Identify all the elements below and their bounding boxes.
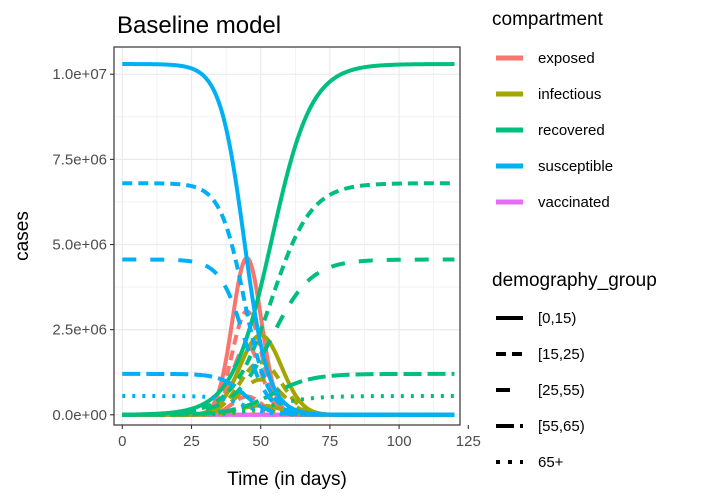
- legend-label-linetype: [55,65): [538, 418, 585, 435]
- y-axis: 0.0e+00 2.5e+06 5.0e+06 7.5e+06 1.0e+07: [52, 66, 114, 424]
- legend-label-linetype: [0,15): [538, 310, 576, 327]
- legend-label-linetype: [25,55): [538, 382, 585, 399]
- y-tick-label: 5.0e+06: [52, 237, 107, 254]
- series-line-susceptible-5565: [121, 371, 456, 417]
- plot-panel: [114, 47, 460, 425]
- demography-group-legend: demography_group [0,15) [15,25) [25,55) [55…: [492, 270, 657, 471]
- x-axis: 0 25 50 75 100 125: [118, 425, 481, 450]
- y-tick-label: 1.0e+07: [52, 66, 107, 83]
- major-gridlines: [114, 47, 460, 425]
- legend-label-vaccinated: vaccinated: [538, 194, 610, 211]
- x-tick-label: 0: [118, 433, 126, 450]
- legend-label-linetype: 65+: [538, 454, 564, 471]
- x-tick-label: 75: [322, 433, 339, 450]
- x-axis-title: Time (in days): [227, 469, 347, 490]
- series-lines: [121, 62, 456, 417]
- y-tick-label: 0.0e+00: [52, 407, 107, 424]
- legend-label-infectious: infectious: [538, 86, 601, 103]
- legend-label-exposed: exposed: [538, 50, 595, 67]
- x-tick-label: 50: [252, 433, 269, 450]
- plot-panel-border: [113, 46, 461, 426]
- x-tick-label: 100: [387, 433, 412, 450]
- y-axis-title: cases: [12, 211, 33, 261]
- compartment-legend: compartment exposed infectious recovered su…: [492, 9, 613, 211]
- x-tick-label: 25: [183, 433, 200, 450]
- y-tick-label: 2.5e+06: [52, 322, 107, 339]
- series-line-recovered-2555: [121, 257, 456, 417]
- series-line-susceptible-2555: [121, 257, 456, 417]
- y-tick-label: 7.5e+06: [52, 151, 107, 168]
- x-tick-label: 125: [456, 433, 481, 450]
- chart-title: Baseline model: [117, 12, 281, 39]
- series-line-recovered-5565: [121, 371, 456, 417]
- legend-label-susceptible: susceptible: [538, 158, 613, 175]
- legend-label-recovered: recovered: [538, 122, 605, 139]
- compartment-legend-title: compartment: [492, 9, 604, 30]
- legend-label-linetype: [15,25): [538, 346, 585, 363]
- demography-group-legend-title: demography_group: [492, 270, 657, 291]
